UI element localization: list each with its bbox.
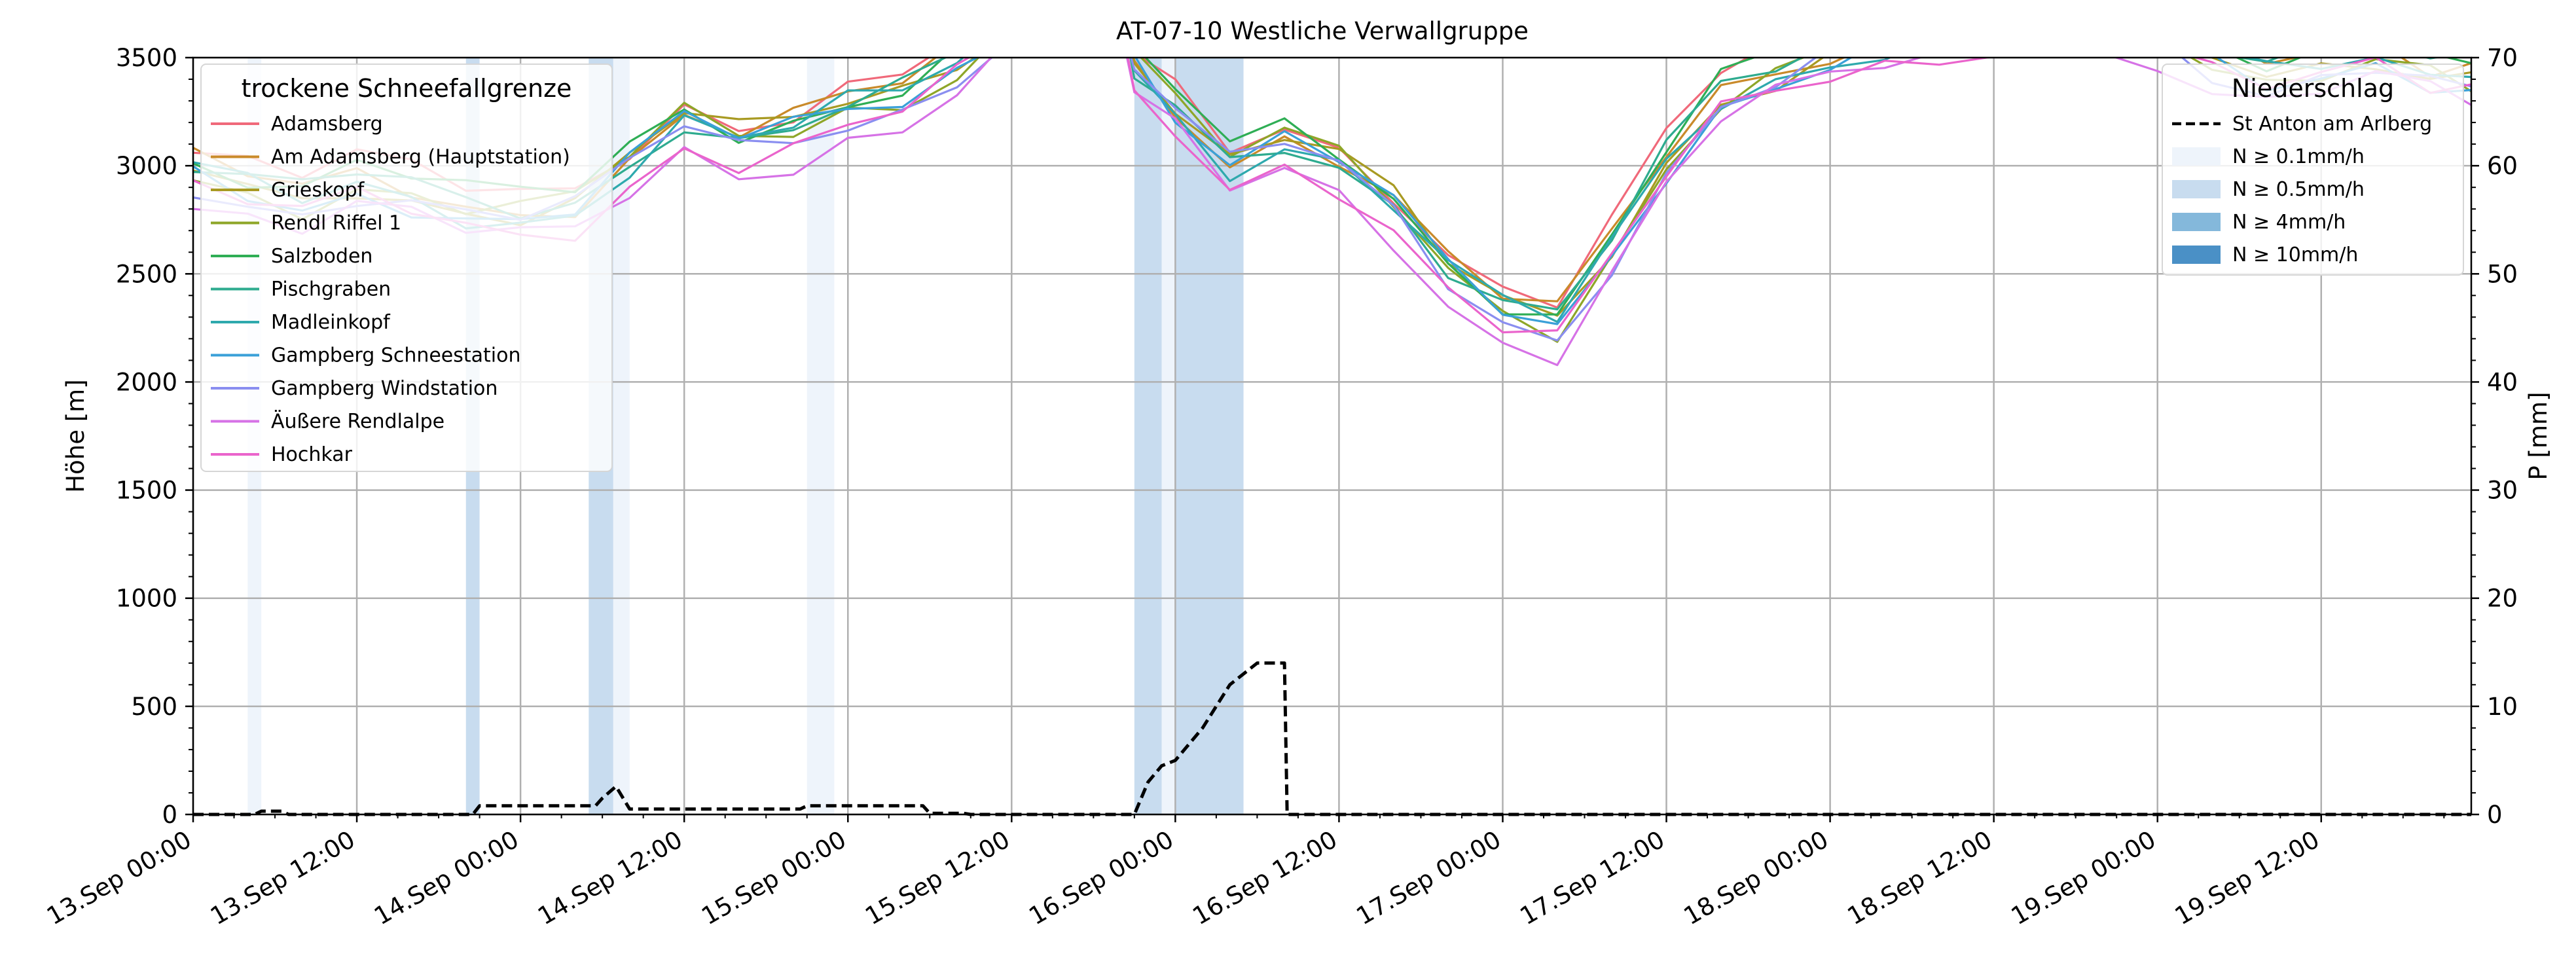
- chart-title: AT-07-10 Westliche Verwallgruppe: [1116, 17, 1529, 45]
- y-axis-left: 0 500 1000 1500 2000 2500 3000 3500: [116, 44, 193, 829]
- y-axis-right-label: P [mm]: [2524, 392, 2552, 480]
- legend-snowline-label: Gampberg Windstation: [271, 377, 498, 400]
- y-right-tick-label: 60: [2487, 152, 2518, 180]
- precip-band: [807, 58, 835, 814]
- y-right-tick-label: 10: [2487, 693, 2518, 721]
- legend-snowline-label: Äußere Rendlalpe: [271, 410, 444, 433]
- y-tick-label: 3500: [116, 44, 177, 72]
- x-tick-label: 14.Sep 12:00: [533, 826, 687, 931]
- legend-precip-level-label: N ≥ 0.1mm/h: [2232, 145, 2365, 168]
- legend-precip-level-swatch: [2172, 180, 2221, 198]
- y-axis-right: 0 10 20 30 40 50 60 70: [2471, 44, 2518, 829]
- legend-precip-title: Niederschlag: [2232, 74, 2394, 103]
- x-tick-label: 17.Sep 12:00: [1515, 826, 1669, 931]
- x-tick-label: 14.Sep 00:00: [369, 826, 523, 931]
- y-tick-label: 1500: [116, 477, 177, 505]
- x-tick-label: 19.Sep 00:00: [2006, 826, 2160, 931]
- x-tick-label: 18.Sep 00:00: [1679, 826, 1833, 931]
- y-tick-label: 2000: [116, 368, 177, 396]
- y-right-tick-label: 30: [2487, 477, 2518, 505]
- legend-precip-station-label: St Anton am Arlberg: [2232, 113, 2432, 136]
- precip-band: [1161, 58, 1176, 814]
- legend-snowline-label: Grieskopf: [271, 179, 365, 202]
- y-axis-label: Höhe [m]: [62, 379, 90, 492]
- precip-band: [1134, 58, 1162, 814]
- legend-snowline-title: trockene Schneefallgrenze: [242, 74, 572, 103]
- y-tick-label: 2500: [116, 260, 177, 288]
- y-right-tick-label: 50: [2487, 260, 2518, 288]
- y-right-tick-label: 70: [2487, 44, 2518, 72]
- y-tick-label: 500: [131, 693, 177, 721]
- legend-snowline-box: [200, 64, 613, 472]
- x-tick-label: 19.Sep 12:00: [2170, 826, 2324, 931]
- legend-precip-level-swatch: [2172, 246, 2221, 264]
- precip-line-layer: [193, 661, 2471, 816]
- precip-band-layer: [247, 58, 1244, 814]
- legend-precip-level-label: N ≥ 10mm/h: [2232, 244, 2358, 266]
- legend-snowline-label: Adamsberg: [271, 113, 383, 136]
- precip-line: [193, 661, 2471, 816]
- legend-precip-levels: N ≥ 0.1mm/h N ≥ 0.5mm/h N ≥ 4mm/h N ≥ 10mm/…: [2172, 145, 2365, 266]
- legend-precip-level-swatch: [2172, 147, 2221, 166]
- legend-precip-level-label: N ≥ 4mm/h: [2232, 211, 2346, 234]
- legend-snowline-label: Salzboden: [271, 245, 372, 268]
- x-tick-label: 15.Sep 00:00: [697, 826, 850, 931]
- legend-snowline-label: Pischgraben: [271, 278, 391, 301]
- legend-precip-box: [2162, 64, 2464, 276]
- x-tick-label: 16.Sep 00:00: [1024, 826, 1178, 931]
- legend-snowline-label: Madleinkopf: [271, 311, 391, 334]
- legend-snowline-label: Am Adamsberg (Hauptstation): [271, 146, 570, 169]
- legend-precip: Niederschlag St Anton am Arlberg N ≥ 0.1…: [2162, 64, 2464, 276]
- x-tick-label: 13.Sep 00:00: [42, 826, 196, 931]
- y-right-tick-label: 0: [2487, 801, 2503, 829]
- x-tick-label: 18.Sep 12:00: [1843, 826, 1997, 931]
- legend-snowline-label: Rendl Riffel 1: [271, 212, 401, 235]
- x-tick-label: 13.Sep 12:00: [206, 826, 359, 931]
- legend-precip-level-label: N ≥ 0.5mm/h: [2232, 178, 2365, 201]
- y-tick-label: 0: [162, 801, 177, 829]
- legend-snowline-label: Gampberg Schneestation: [271, 344, 521, 367]
- y-right-tick-label: 20: [2487, 585, 2518, 613]
- legend-precip-station-entry: St Anton am Arlberg: [2172, 113, 2432, 136]
- y-tick-label: 1000: [116, 585, 177, 613]
- y-tick-label: 3000: [116, 152, 177, 180]
- precip-band: [1175, 58, 1244, 814]
- x-axis: 13.Sep 00:00 13.Sep 12:00 14.Sep 00:00 14.S…: [42, 814, 2445, 931]
- x-tick-label: 17.Sep 00:00: [1352, 826, 1506, 931]
- legend-snowline-label: Hochkar: [271, 443, 353, 466]
- x-tick-label: 15.Sep 12:00: [860, 826, 1014, 931]
- legend-snowline: trockene Schneefallgrenze Adamsberg Am Ad…: [200, 64, 613, 472]
- legend-snowline-items: Adamsberg Am Adamsberg (Hauptstation) Grie…: [211, 113, 570, 466]
- x-tick-label: 16.Sep 12:00: [1188, 826, 1342, 931]
- y-right-tick-label: 40: [2487, 368, 2518, 396]
- legend-precip-level-swatch: [2172, 213, 2221, 231]
- plot-frame: [192, 56, 2473, 816]
